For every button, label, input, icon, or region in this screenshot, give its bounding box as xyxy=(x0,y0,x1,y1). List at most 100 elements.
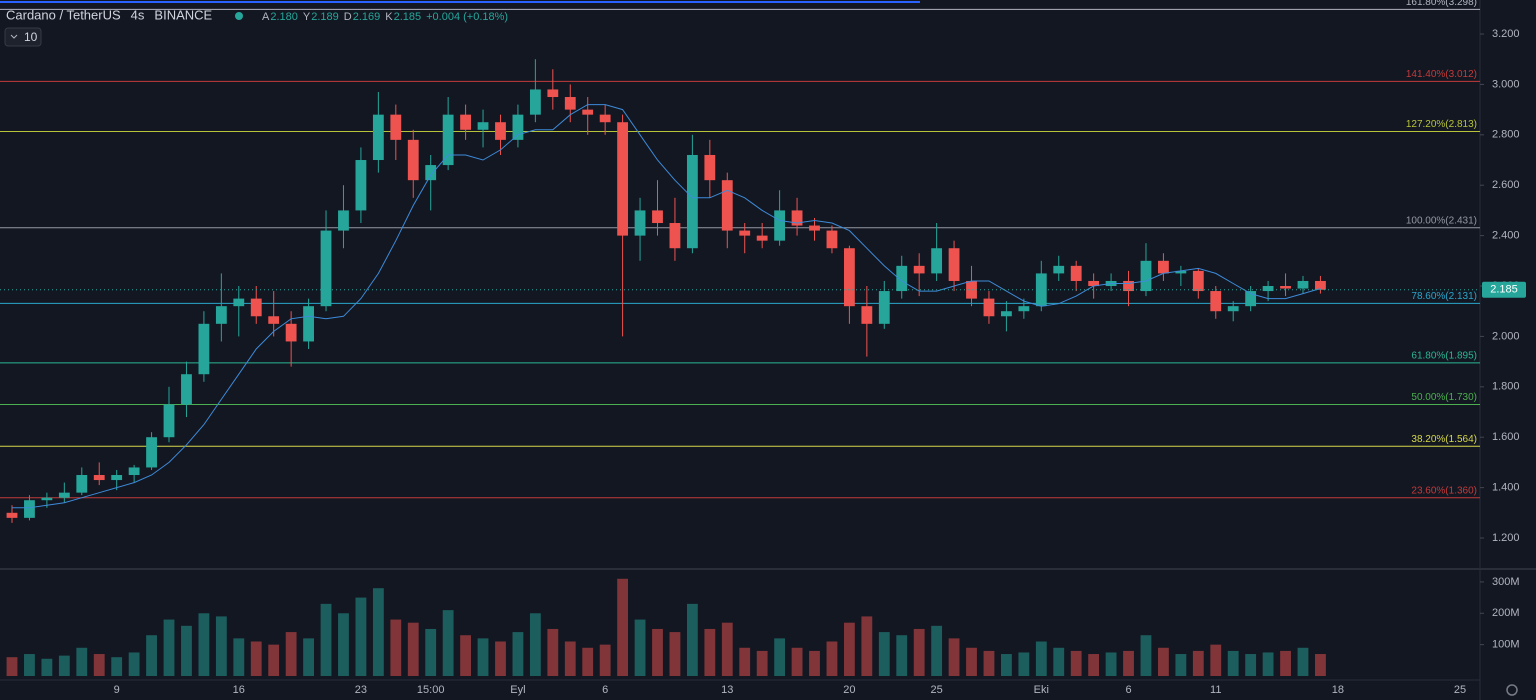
ohlc-value: 2.180 xyxy=(270,11,298,23)
volume-bar xyxy=(285,632,297,676)
last-price-box xyxy=(1482,281,1526,298)
volume-bar xyxy=(128,652,140,676)
x-tick-label: 20 xyxy=(843,684,855,696)
y-tick-label: 3.200 xyxy=(1492,28,1520,40)
volume-bar xyxy=(704,628,716,676)
y-tick-label: 2.000 xyxy=(1492,330,1520,342)
market-status[interactable] xyxy=(235,12,243,20)
candle-body xyxy=(41,497,53,501)
volume-bar xyxy=(1001,654,1012,676)
fib-label: 78.60%(2.131) xyxy=(1411,291,1477,302)
volume-bar xyxy=(1158,647,1169,676)
volume-bar xyxy=(843,622,855,676)
volume-bar xyxy=(948,638,960,676)
volume-bar xyxy=(913,628,925,676)
candle-body xyxy=(495,122,506,140)
volume-bar xyxy=(1227,650,1239,676)
volume-bar xyxy=(1262,652,1274,676)
candle-body xyxy=(215,306,227,324)
fib-label: 127.20%(2.813) xyxy=(1406,119,1477,130)
candle-body xyxy=(721,180,733,231)
candle-body xyxy=(24,500,35,518)
y-tick-label: 1.400 xyxy=(1492,482,1520,494)
settings-icon[interactable] xyxy=(1506,684,1518,696)
volume-bar xyxy=(93,654,105,676)
volume-bar xyxy=(686,603,698,676)
volume-bar xyxy=(1175,654,1187,676)
y-tick-label: 3.000 xyxy=(1492,78,1520,90)
volume-bar xyxy=(1088,654,1100,676)
y-tick-label: 2.400 xyxy=(1492,230,1520,242)
candle-body xyxy=(931,248,943,274)
candle-body xyxy=(1053,265,1065,274)
x-tick-label: Eki xyxy=(1034,684,1049,696)
y-tick-label: 1.600 xyxy=(1492,431,1520,443)
volume-bar xyxy=(1053,647,1065,676)
candle-body xyxy=(1245,291,1257,307)
volume-bar xyxy=(1035,641,1047,676)
volume-bar xyxy=(634,619,646,676)
volume-bar xyxy=(774,638,786,676)
ma-legend: 10 xyxy=(24,30,38,44)
volume-bar xyxy=(529,613,541,676)
candle-body xyxy=(198,323,210,375)
volume-bar xyxy=(582,647,594,676)
volume-bar xyxy=(564,641,576,676)
candle-body xyxy=(756,235,768,241)
candle-body xyxy=(843,248,855,307)
volume-bar xyxy=(146,635,157,676)
x-tick-label: Eyl xyxy=(510,684,525,696)
volume-bar xyxy=(966,647,977,676)
symbol-title[interactable]: Cardano / TetherUS xyxy=(6,7,121,22)
candle-body xyxy=(529,89,541,115)
candle-body xyxy=(1070,265,1082,281)
y-tick-label: 2.800 xyxy=(1492,129,1520,141)
ohlc-value: 2.189 xyxy=(311,11,339,23)
y-tick-label: 1.800 xyxy=(1492,381,1520,393)
collapse-icon[interactable] xyxy=(10,34,18,39)
volume-bar xyxy=(407,622,419,676)
candle-body xyxy=(878,291,890,324)
volume-bar xyxy=(425,628,437,676)
candle-body xyxy=(1158,260,1169,274)
volume-bar xyxy=(181,625,192,676)
gear[interactable] xyxy=(1506,684,1518,696)
fib-label: 61.80%(1.895) xyxy=(1411,351,1477,362)
x-tick-label: 11 xyxy=(1210,684,1221,696)
candle-body xyxy=(93,475,105,481)
interval[interactable]: 4s xyxy=(131,7,145,22)
candle-body xyxy=(774,210,786,241)
volume-bar xyxy=(320,603,332,676)
candle-body xyxy=(425,165,437,181)
candle-body xyxy=(739,230,751,236)
volume-bar xyxy=(1245,654,1257,676)
volume-bar xyxy=(617,578,629,676)
exchange: BINANCE xyxy=(154,7,212,22)
candle-body xyxy=(460,114,471,130)
candle-body xyxy=(1140,260,1152,292)
volume-bar xyxy=(390,619,402,676)
volume-bar xyxy=(215,616,227,676)
candle-body xyxy=(1227,306,1239,312)
volume-bar xyxy=(739,647,751,676)
volume-bar xyxy=(721,622,733,676)
ohlc-key: K xyxy=(385,11,393,23)
volume-bar xyxy=(338,613,349,676)
candle-body xyxy=(1001,311,1012,317)
volume-bar xyxy=(76,647,88,676)
volume-bar xyxy=(512,632,524,676)
candle-body xyxy=(76,475,88,493)
candle-body xyxy=(634,210,646,236)
ohlc-key: D xyxy=(344,11,352,23)
candle-body xyxy=(1018,306,1030,312)
candle-body xyxy=(617,122,629,236)
candle-body xyxy=(948,248,960,281)
fib-label: 161.80%(3.298) xyxy=(1406,0,1477,8)
candle-body xyxy=(303,306,314,342)
volume-bar xyxy=(303,638,314,676)
candle-body xyxy=(407,139,419,181)
indicator-box[interactable] xyxy=(4,27,42,47)
candle-body xyxy=(791,210,803,226)
